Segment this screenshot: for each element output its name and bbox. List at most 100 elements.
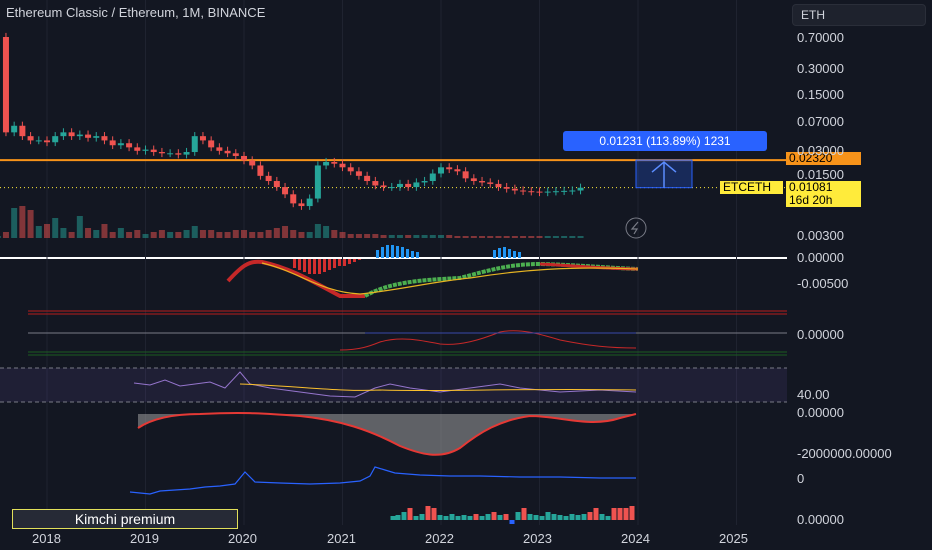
volume-bar	[158, 230, 165, 238]
candle-body	[454, 169, 461, 172]
premium-bar	[479, 516, 485, 520]
candle-body	[413, 182, 420, 188]
yaxis-tick: 0.00000	[797, 512, 844, 527]
volume-bar	[470, 236, 477, 238]
xaxis-tick: 2019	[130, 531, 159, 546]
volume-bar	[142, 234, 149, 238]
xaxis-tick: 2024	[621, 531, 650, 546]
kimchi-premium-label: Kimchi premium	[12, 509, 238, 529]
histogram-bar	[396, 246, 399, 258]
candle-body	[552, 191, 559, 193]
candle-body	[44, 140, 50, 143]
volume-bar	[27, 210, 34, 238]
yaxis-tick: 0.70000	[797, 30, 844, 45]
candle-body	[199, 136, 206, 141]
volume-bar	[241, 230, 247, 238]
volume-bar	[167, 232, 174, 238]
symbol-button[interactable]: ETH	[792, 4, 926, 26]
premium-bar	[551, 514, 557, 520]
yaxis-tick: 0.07000	[797, 114, 844, 129]
candle-body	[569, 190, 576, 192]
volume-bar	[85, 228, 92, 238]
volume-bar	[150, 232, 157, 238]
candle-body	[76, 134, 83, 137]
yaxis-tick: -2000000.00000	[797, 446, 892, 461]
yaxis-tick: -0.00500	[797, 276, 849, 291]
drawdown-area	[138, 412, 636, 455]
xaxis-tick: 2023	[523, 531, 552, 546]
candle-body	[282, 187, 289, 195]
candle-body	[544, 191, 551, 193]
premium-bar	[407, 508, 413, 520]
candle-body	[290, 194, 297, 204]
volume-bar	[495, 236, 502, 238]
candle-body	[388, 187, 395, 189]
candle-body	[85, 134, 92, 138]
premium-bar	[557, 515, 563, 520]
histogram-bar	[358, 259, 361, 260]
candle-body	[331, 162, 338, 164]
histogram-bar	[303, 259, 306, 272]
yaxis-tick: 0.00000	[797, 405, 844, 420]
yaxis-tick: 0.03000	[797, 143, 844, 158]
candle-body	[191, 136, 198, 153]
candle-body	[60, 132, 67, 137]
yaxis-tick: 0	[797, 471, 805, 486]
histogram-bar	[318, 259, 321, 274]
volume-bar	[117, 228, 124, 238]
candle-body	[27, 136, 34, 141]
candle-body	[470, 178, 477, 182]
candle-body	[372, 181, 379, 186]
volume-bar	[520, 236, 527, 238]
premium-bar	[581, 514, 587, 520]
candle-body	[355, 171, 362, 176]
target-price-label: 0.02320	[786, 152, 861, 165]
measure-arrowhead	[651, 161, 677, 173]
yaxis-tick: 0.00000	[797, 250, 844, 265]
volume-bar	[569, 236, 576, 238]
volume-bar	[396, 235, 403, 238]
candle-body	[479, 181, 486, 183]
volume-bar	[134, 230, 141, 238]
volume-bar	[503, 236, 510, 238]
histogram-bar	[348, 259, 351, 264]
volume-bar	[347, 234, 354, 238]
volume-bar	[191, 226, 198, 238]
volume-bar	[544, 236, 551, 238]
candle-body	[249, 160, 256, 166]
premium-bar	[611, 508, 617, 520]
countdown-label: 16d 20h	[786, 194, 861, 207]
volume-bar	[298, 232, 305, 238]
volume-bar	[93, 230, 100, 238]
histogram-bar	[401, 247, 404, 258]
premium-bar	[629, 506, 635, 520]
volume-bar	[199, 230, 206, 238]
oscillator-red-line	[226, 259, 365, 298]
volume-bar	[216, 232, 223, 238]
candle-body	[208, 140, 215, 148]
candle-body	[142, 149, 149, 151]
yaxis-tick: 0.00300	[797, 228, 844, 243]
candle-body	[520, 190, 527, 192]
candle-body	[347, 167, 354, 172]
volume-bar	[552, 236, 559, 238]
candle-body	[117, 143, 124, 146]
volume-bar	[68, 232, 75, 238]
yaxis-tick: 0.30000	[797, 61, 844, 76]
volume-bar	[339, 232, 346, 238]
premium-bar	[599, 514, 605, 520]
chart-title: Ethereum Classic / Ethereum, 1M, BINANCE	[6, 5, 266, 20]
volume-bar	[273, 228, 280, 238]
xaxis-tick: 2022	[425, 531, 454, 546]
candle-body	[438, 167, 444, 174]
histogram-bar	[493, 250, 496, 258]
candle-body	[273, 181, 280, 188]
candle-body	[19, 125, 26, 137]
volume-bar	[528, 236, 535, 238]
volume-bar	[290, 230, 297, 238]
volume-bar	[224, 232, 231, 238]
premium-bar	[605, 516, 611, 520]
volume-bar	[35, 226, 42, 238]
signal-yellow-line	[261, 262, 639, 295]
